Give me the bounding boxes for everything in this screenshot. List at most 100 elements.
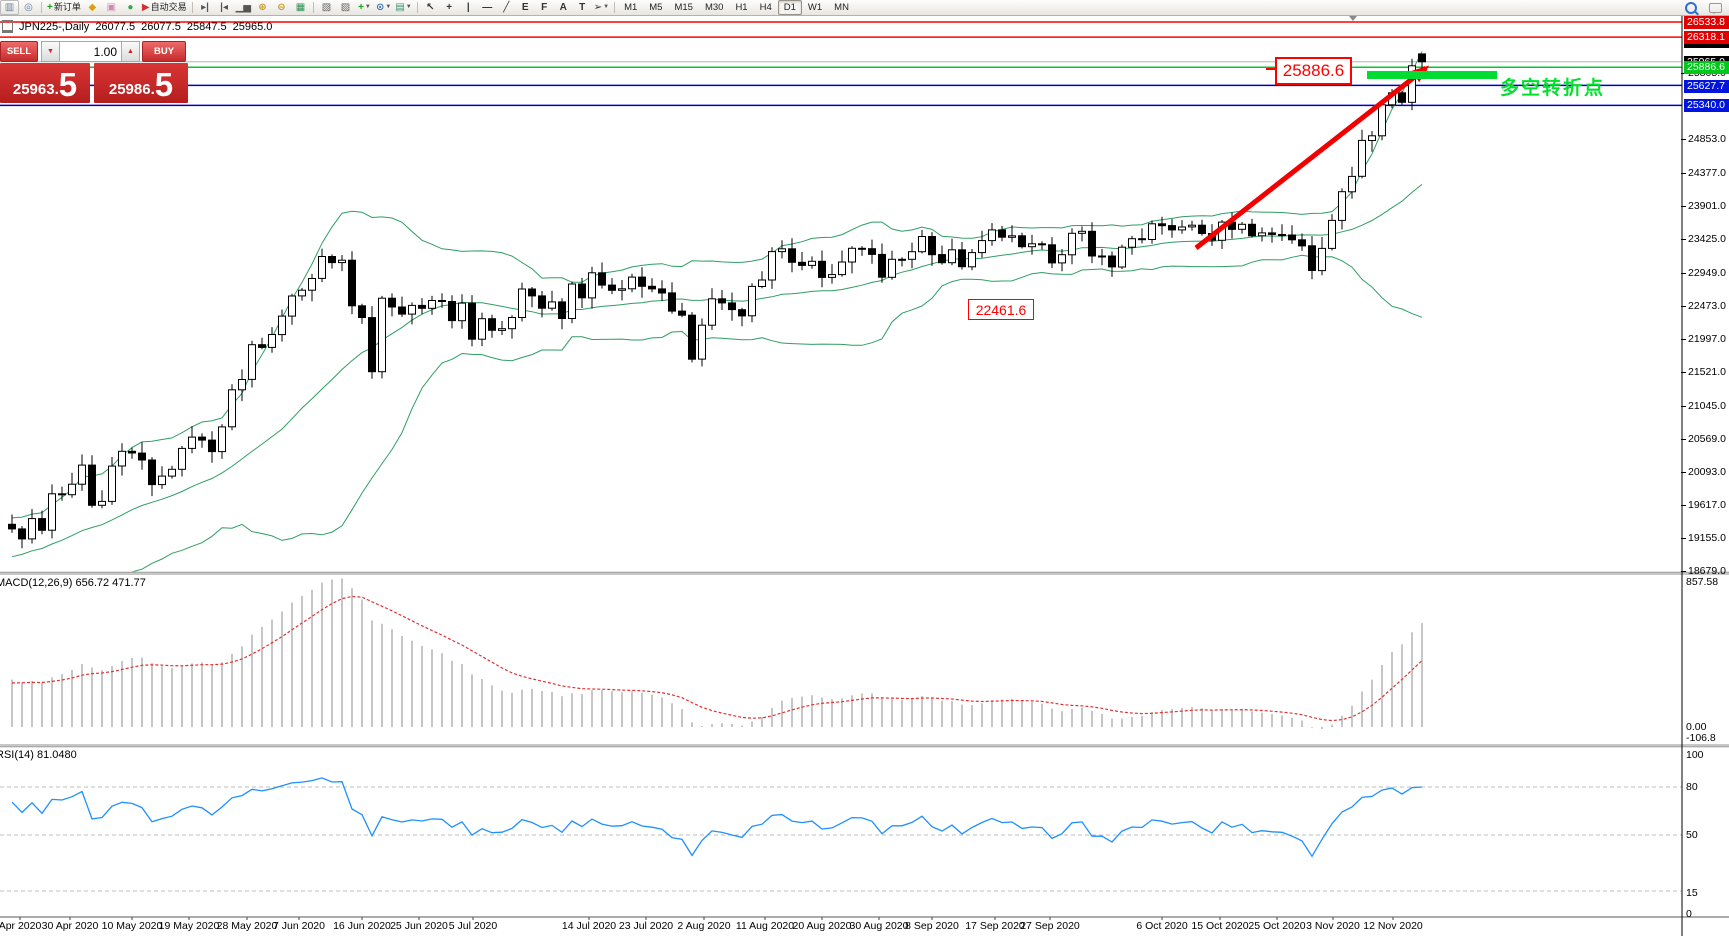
candle[interactable]: [1278, 234, 1286, 236]
candle[interactable]: [1068, 232, 1076, 256]
data-window-icon[interactable]: ◎: [19, 0, 38, 15]
periods-button-dropdown[interactable]: ▼: [385, 4, 392, 10]
candle[interactable]: [978, 240, 986, 254]
candle[interactable]: [698, 324, 706, 360]
candle[interactable]: [258, 344, 266, 348]
candle[interactable]: [38, 518, 46, 531]
new-order-button[interactable]: + 新订单: [45, 0, 83, 15]
candle[interactable]: [458, 302, 466, 322]
candle[interactable]: [518, 288, 526, 318]
candle[interactable]: [498, 328, 506, 331]
candle[interactable]: [248, 344, 256, 380]
candle[interactable]: [1248, 223, 1256, 237]
candle[interactable]: [208, 439, 216, 453]
candle[interactable]: [268, 334, 276, 348]
candle[interactable]: [1328, 219, 1336, 249]
candle[interactable]: [1088, 230, 1096, 257]
candle[interactable]: [688, 314, 696, 360]
hline-icon[interactable]: —: [478, 0, 497, 15]
candle[interactable]: [1178, 226, 1186, 231]
ask-price-box[interactable]: 25986. 5: [94, 63, 188, 103]
candle[interactable]: [168, 468, 176, 477]
candle[interactable]: [848, 247, 856, 263]
candle[interactable]: [78, 464, 86, 485]
channel-icon[interactable]: E: [516, 0, 535, 15]
candle[interactable]: [128, 450, 136, 454]
timeframe-M1[interactable]: M1: [624, 2, 638, 13]
candle[interactable]: [488, 318, 496, 331]
candle[interactable]: [28, 518, 36, 540]
candle[interactable]: [118, 450, 126, 467]
candle[interactable]: [298, 289, 306, 297]
candle[interactable]: [1368, 135, 1376, 142]
candle[interactable]: [288, 295, 296, 317]
candle[interactable]: [358, 305, 366, 318]
candle[interactable]: [1308, 245, 1316, 272]
bid-price-box[interactable]: 25963. 5: [0, 63, 90, 103]
candle[interactable]: [988, 229, 996, 242]
candle[interactable]: [1298, 239, 1306, 247]
candle[interactable]: [58, 493, 66, 496]
candle[interactable]: [398, 306, 406, 315]
autotrading-button[interactable]: ▶ 自动交易: [140, 0, 189, 15]
candle[interactable]: [18, 528, 26, 540]
navigator-icon[interactable]: ▣: [102, 0, 121, 15]
candle[interactable]: [1378, 104, 1386, 137]
candle[interactable]: [748, 285, 756, 317]
timeframe-D1[interactable]: D1: [777, 0, 802, 15]
turning-point-bar[interactable]: [1367, 71, 1497, 79]
candle[interactable]: [418, 304, 426, 309]
indicators-button[interactable]: + ▼: [355, 0, 374, 15]
timeframe-M30[interactable]: M30: [704, 2, 724, 13]
chart-shift-icon[interactable]: |◂: [215, 0, 234, 15]
candle[interactable]: [668, 292, 676, 312]
candle[interactable]: [1398, 92, 1406, 103]
candle[interactable]: [368, 317, 376, 373]
chat-icon[interactable]: [1706, 0, 1725, 15]
candle[interactable]: [388, 297, 396, 308]
candle[interactable]: [1038, 243, 1046, 246]
arrows-icon-dropdown[interactable]: ▼: [603, 4, 610, 10]
candle[interactable]: [438, 300, 446, 302]
candle[interactable]: [1058, 254, 1066, 264]
candle[interactable]: [108, 465, 116, 502]
candle[interactable]: [238, 379, 246, 391]
candle[interactable]: [178, 447, 186, 470]
zoom-out-icon[interactable]: ⊖: [272, 0, 291, 15]
autoscroll-icon[interactable]: ▸|: [196, 0, 215, 15]
candle[interactable]: [1198, 224, 1206, 234]
candle[interactable]: [838, 261, 846, 276]
candle[interactable]: [738, 309, 746, 317]
candle[interactable]: [1048, 244, 1056, 264]
candle[interactable]: [8, 523, 16, 530]
candle[interactable]: [1348, 175, 1356, 193]
periods-button[interactable]: ⊙ ▼: [374, 0, 393, 15]
chart-shift-marker[interactable]: [1349, 16, 1357, 21]
timeframe-MN[interactable]: MN: [834, 2, 849, 13]
candle[interactable]: [188, 436, 196, 449]
candle[interactable]: [938, 254, 946, 264]
candle[interactable]: [798, 261, 806, 266]
candle[interactable]: [198, 436, 206, 441]
candle[interactable]: [728, 302, 736, 311]
candle[interactable]: [578, 283, 586, 299]
candle[interactable]: [1128, 238, 1136, 248]
candle[interactable]: [598, 272, 606, 286]
candle[interactable]: [328, 256, 336, 264]
candle[interactable]: [538, 295, 546, 309]
chart-list-icon[interactable]: ▨: [336, 0, 355, 15]
candle[interactable]: [508, 317, 516, 330]
resistance-price-label[interactable]: 25886.6: [1275, 57, 1352, 85]
candle[interactable]: [818, 260, 826, 278]
candle[interactable]: [98, 500, 106, 506]
candle[interactable]: [588, 272, 596, 299]
candle[interactable]: [628, 276, 636, 290]
candle[interactable]: [788, 248, 796, 263]
timeframe-M15[interactable]: M15: [674, 2, 693, 13]
candle[interactable]: [478, 318, 486, 340]
candle[interactable]: [138, 452, 146, 461]
trend-arrow[interactable]: [1194, 65, 1430, 250]
candle[interactable]: [658, 288, 666, 294]
candle[interactable]: [148, 459, 156, 486]
candle[interactable]: [858, 247, 866, 250]
